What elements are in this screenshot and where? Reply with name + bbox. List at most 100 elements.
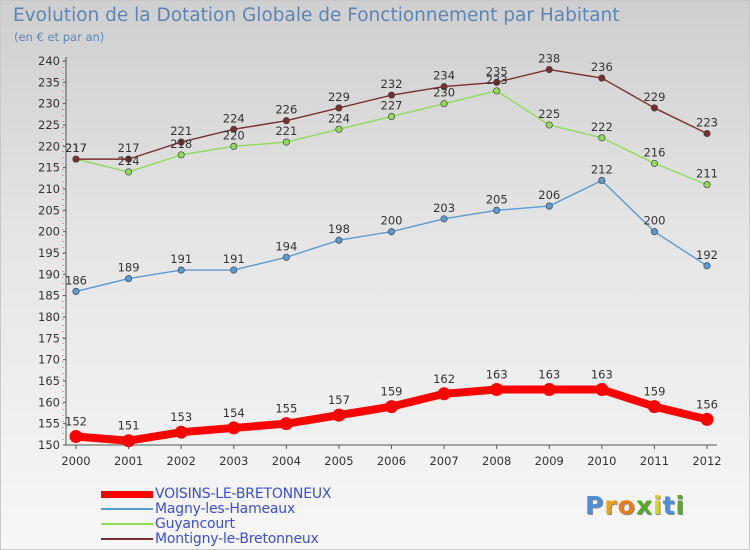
data-label: 221 (170, 124, 192, 138)
series-point (493, 87, 501, 95)
legend-label: Montigny-le-Bretonneux (155, 531, 319, 547)
x-tick-label: 2007 (429, 454, 458, 468)
series-point (335, 236, 343, 244)
series-point (545, 121, 553, 129)
y-tick-label: 190 (38, 267, 60, 281)
legend-item: Magny-les-Hameaux (101, 501, 295, 517)
data-label: 232 (381, 77, 403, 91)
data-label: 220 (223, 128, 245, 142)
y-tick-label: 185 (38, 289, 60, 303)
logo-letter: i (653, 491, 663, 520)
series-point (72, 155, 80, 163)
y-tick-label: 230 (38, 97, 60, 111)
series-point (703, 262, 711, 270)
series-point (122, 434, 136, 448)
y-tick-label: 205 (38, 203, 60, 217)
x-tick-label: 2005 (324, 454, 353, 468)
y-tick-label: 150 (38, 438, 60, 452)
series-point (545, 202, 553, 210)
y-tick-label: 170 (38, 353, 60, 367)
data-label: 217 (118, 141, 140, 155)
y-tick-label: 215 (38, 161, 60, 175)
data-label: 217 (65, 141, 87, 155)
y-tick-label: 160 (38, 395, 60, 409)
series-point (282, 138, 290, 146)
y-tick-label: 235 (38, 75, 60, 89)
legend-swatch (101, 523, 153, 525)
series-point (230, 142, 238, 150)
data-label: 214 (118, 154, 140, 168)
series-point (335, 125, 343, 133)
legend-swatch (101, 490, 153, 498)
data-label: 212 (591, 162, 613, 176)
data-label: 211 (696, 167, 718, 181)
series-point (69, 429, 83, 443)
series-point (703, 129, 711, 138)
data-label: 223 (696, 116, 718, 130)
series-point (650, 104, 658, 112)
series-point (493, 78, 501, 86)
x-tick-label: 2012 (692, 454, 721, 468)
series-point (647, 400, 661, 414)
series-point (177, 151, 185, 159)
legend-label: VOISINS-LE-BRETONNEUX (155, 486, 332, 502)
logo-letter: i (675, 491, 686, 520)
chart-subtitle: (en € et par an) (14, 30, 105, 44)
data-label: 163 (538, 368, 560, 382)
data-label: 233 (486, 73, 508, 87)
data-label: 224 (223, 111, 245, 125)
data-label: 157 (328, 393, 350, 407)
series-point (279, 417, 293, 431)
y-tick-label: 165 (38, 374, 60, 388)
y-tick-label: 220 (38, 139, 60, 153)
logo-letter: o (617, 491, 636, 520)
series-layer (69, 65, 714, 448)
data-label: 236 (591, 60, 613, 74)
logo-letter: x (635, 491, 653, 520)
data-label: 159 (381, 385, 403, 399)
data-label: 203 (433, 201, 455, 215)
x-tick-label: 2006 (377, 454, 406, 468)
data-label: 152 (65, 414, 87, 428)
series-point (703, 181, 711, 189)
series-point (440, 100, 448, 108)
data-label: 156 (696, 397, 718, 411)
data-label: 227 (381, 98, 403, 112)
data-label: 192 (696, 248, 718, 262)
x-tick-label: 2010 (587, 454, 616, 468)
data-label: 155 (275, 402, 297, 416)
data-label: 205 (486, 192, 508, 206)
y-tick-label: 210 (38, 182, 60, 196)
data-label: 151 (118, 419, 140, 433)
data-label: 191 (223, 252, 245, 266)
series-point (598, 176, 606, 185)
y-tick-label: 200 (38, 225, 60, 239)
x-tick-label: 2003 (219, 454, 248, 468)
series-point (437, 387, 451, 401)
series-point (598, 134, 606, 142)
y-tick-label: 195 (38, 246, 60, 260)
logo-letter: r (604, 491, 618, 520)
y-tick-label: 155 (38, 417, 60, 431)
series-point (440, 215, 448, 223)
y-tick-label: 180 (38, 310, 60, 324)
series-point (227, 421, 241, 435)
logo-letter: P (585, 491, 605, 520)
series-point (174, 425, 188, 439)
data-label: 226 (275, 103, 297, 117)
legend-label: Magny-les-Hameaux (155, 501, 296, 517)
data-label: 235 (486, 64, 508, 78)
legend-item: Montigny-le-Bretonneux (101, 531, 319, 547)
x-tick-label: 2004 (272, 454, 301, 468)
series-line-1 (75, 179, 708, 293)
series-point (230, 125, 238, 133)
data-label: 153 (170, 410, 192, 424)
series-point (125, 168, 133, 176)
series-point (177, 138, 185, 146)
data-label: 229 (328, 90, 350, 104)
data-label: 238 (538, 52, 560, 66)
data-label: 230 (433, 86, 455, 100)
data-label: 234 (433, 69, 455, 83)
